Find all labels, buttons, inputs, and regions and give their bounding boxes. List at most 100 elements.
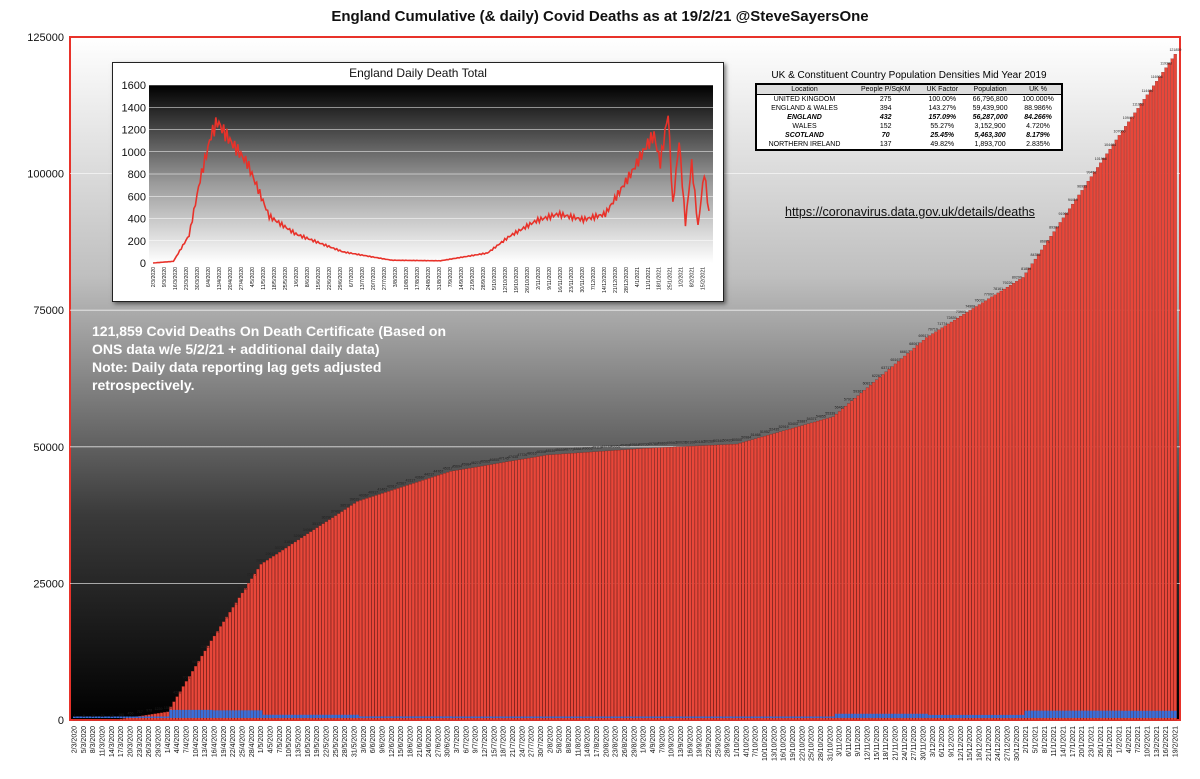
daily-bar — [495, 716, 499, 718]
daily-bar — [334, 714, 337, 718]
daily-bar — [104, 716, 107, 718]
bar — [828, 417, 832, 721]
daily-bar — [788, 716, 792, 718]
bar — [206, 645, 210, 721]
daily-bar — [1142, 710, 1146, 718]
daily-bar — [1021, 714, 1025, 718]
daily-bar — [679, 716, 683, 718]
daily-bar — [900, 713, 903, 718]
bar — [725, 444, 729, 721]
bar — [657, 447, 661, 721]
x-tick-label: 12/12/2020 — [958, 726, 965, 761]
x-tick-label: 29/8/2020 — [631, 726, 638, 757]
daily-bar — [866, 713, 869, 718]
inset-x-tick-label: 18/5/2020 — [272, 267, 278, 290]
daily-bar — [894, 713, 897, 718]
daily-bar — [331, 714, 334, 718]
bar-value-label: 49780 — [648, 442, 658, 446]
x-tick-label: 25/10/2020 — [809, 726, 816, 761]
bar — [968, 310, 972, 721]
bar — [900, 358, 904, 721]
bar — [1139, 103, 1143, 721]
daily-bar — [729, 716, 732, 718]
daily-bar — [925, 713, 928, 718]
table-cell: 152 — [879, 123, 892, 130]
daily-bar — [666, 716, 670, 718]
daily-bar — [1002, 714, 1006, 718]
bar — [757, 437, 761, 721]
daily-bar — [1105, 710, 1109, 718]
bar — [545, 454, 549, 721]
daily-bar — [853, 713, 857, 718]
bar-value-label: 50340 — [713, 439, 723, 443]
bar — [579, 452, 583, 721]
bar — [461, 469, 465, 721]
x-tick-label: 25/4/2020 — [239, 726, 246, 757]
bar — [1099, 162, 1103, 721]
bar-value-label: 40917 — [368, 490, 378, 494]
table-cell: 8.179% — [1026, 132, 1050, 139]
bar — [200, 655, 204, 721]
bar — [775, 432, 779, 721]
bar — [1158, 76, 1162, 721]
bar-value-label: 52919 — [779, 425, 789, 429]
daily-bar — [965, 714, 969, 718]
bar — [1052, 231, 1056, 721]
chart-annotation: 121,859 Covid Deaths On Death Certificat… — [92, 322, 472, 394]
x-tick-label: 10/9/2020 — [669, 726, 676, 757]
bar-value-label: 74968 — [965, 304, 975, 308]
daily-bar — [1012, 714, 1015, 718]
daily-bar — [561, 716, 565, 718]
inset-y-tick-label: 1200 — [122, 125, 146, 137]
inset-x-tick-label: 18/1/2021 — [657, 267, 663, 290]
bar-value-label: 69517 — [919, 334, 929, 338]
bar — [393, 489, 397, 721]
bar — [402, 486, 406, 721]
daily-bar — [928, 714, 931, 718]
daily-bar — [278, 714, 282, 718]
daily-bar — [791, 716, 795, 718]
bar — [971, 308, 975, 721]
bar — [974, 306, 978, 721]
daily-bar — [701, 716, 704, 718]
bar — [959, 316, 963, 721]
daily-bar — [371, 716, 375, 718]
bar-value-label: 1239 — [155, 707, 163, 711]
bar — [806, 423, 810, 721]
inset-x-tick-label: 16/11/2020 — [558, 267, 564, 293]
bar-value-label: 45694 — [452, 464, 462, 468]
daily-bar — [623, 716, 627, 718]
daily-bar — [645, 716, 648, 718]
daily-bar — [318, 714, 322, 718]
daily-bar — [1058, 710, 1062, 718]
bar-value-label: 23250 — [237, 587, 247, 591]
bar — [924, 337, 928, 721]
bar-value-label: 7071 — [183, 675, 191, 679]
daily-bar — [816, 716, 820, 718]
daily-bar — [520, 716, 524, 718]
table-cell: 1,893,700 — [974, 141, 1006, 148]
daily-bar — [212, 710, 216, 718]
x-tick-label: 14/8/2020 — [585, 726, 592, 757]
daily-bar — [987, 714, 991, 718]
daily-bar — [722, 716, 726, 718]
bar — [831, 416, 835, 721]
daily-bar — [732, 716, 736, 718]
bar — [125, 717, 129, 721]
x-tick-label: 15/11/2020 — [874, 726, 881, 761]
bar-value-label: 56467 — [835, 405, 845, 409]
daily-bar — [542, 716, 546, 718]
bar-value-label: 48539 — [545, 449, 555, 453]
inset-x-tick-label: 2/11/2020 — [536, 267, 542, 290]
daily-bar — [1114, 710, 1118, 718]
bar — [116, 719, 120, 721]
source-link[interactable]: https://coronavirus.data.gov.uk/details/… — [785, 205, 1035, 219]
x-tick-label: 4/4/2020 — [174, 726, 181, 753]
bar — [918, 342, 922, 721]
bar — [209, 640, 213, 721]
daily-bar — [250, 710, 254, 718]
bar-value-label: 50180 — [695, 440, 705, 444]
x-tick-label: 17/8/2020 — [594, 726, 601, 757]
bar — [287, 545, 291, 721]
x-tick-label: 10/2/2021 — [1144, 726, 1151, 757]
